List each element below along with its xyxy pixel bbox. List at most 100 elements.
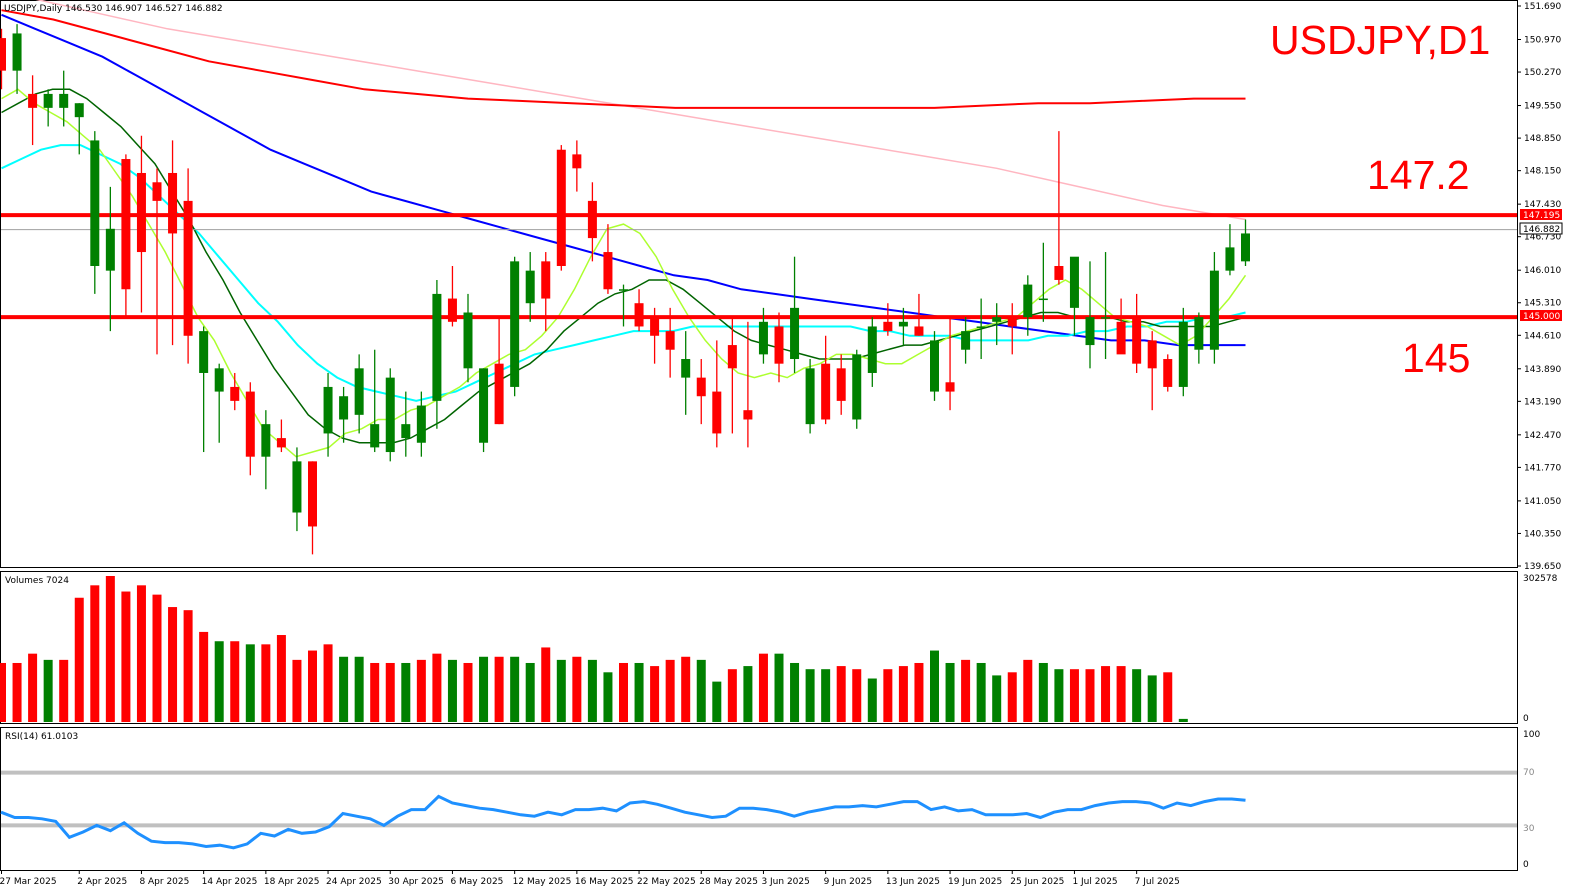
candle-body [12, 33, 22, 71]
date-axis-ticks: 27 Mar 2025 2 Apr 2025 8 Apr 2025 14 Apr 20… [0, 870, 1180, 887]
y-tick-label: 142.470 [1524, 431, 1561, 441]
y-tick-label: 148.850 [1524, 134, 1561, 144]
y-tick-label: 148.150 [1524, 167, 1561, 177]
volume-bar [385, 662, 395, 722]
candle-body [634, 303, 644, 327]
candle-body [1194, 317, 1204, 350]
candle-body [0, 38, 6, 71]
volume-zero-label: 0 [1523, 714, 1529, 724]
volume-bar [183, 610, 193, 722]
candle-body [665, 331, 675, 350]
candle-body [898, 321, 908, 327]
candle-body [1069, 256, 1079, 308]
candle-body [1132, 317, 1142, 364]
support-tag: 145.000 [1523, 312, 1560, 322]
candle-body [619, 289, 628, 291]
volume-bar [43, 659, 53, 722]
x-tick-label: 25 Jun 2025 [1010, 877, 1064, 887]
x-tick-label: 3 Jun 2025 [761, 877, 809, 887]
volume-bar [696, 659, 706, 722]
volume-bar [898, 666, 908, 722]
resistance-label: 147.2 [1367, 152, 1470, 198]
x-tick-label: 12 May 2025 [513, 877, 572, 887]
x-tick-label: 27 Mar 2025 [0, 877, 57, 887]
y-tick-label: 151.690 [1524, 2, 1561, 12]
x-tick-label: 30 Apr 2025 [388, 877, 444, 887]
candle-body [976, 326, 986, 328]
candle-body [681, 359, 691, 378]
candle-body [276, 438, 286, 448]
candle-body [603, 252, 613, 290]
volume-bar [743, 666, 753, 722]
candle-body [401, 424, 411, 439]
rsi-level-low: 30 [1523, 824, 1535, 834]
candle-body [727, 345, 737, 369]
volume-bar [945, 662, 955, 722]
candle-body [805, 368, 815, 425]
volume-bar [650, 666, 660, 722]
volume-bar [1038, 662, 1048, 722]
volume-bar [510, 656, 520, 722]
candle-body [914, 326, 924, 336]
volume-bar [852, 669, 862, 722]
x-tick-label: 22 May 2025 [637, 877, 696, 887]
y-tick-label: 141.050 [1524, 497, 1561, 507]
candle-body [432, 293, 442, 401]
volume-bar [774, 653, 784, 722]
ma-red-line [1, 9, 1246, 109]
candle-body [758, 321, 768, 355]
rsi-scale-top: 100 [1523, 730, 1540, 740]
resistance-tag-bg [1520, 209, 1562, 220]
rsi-scale-bottom: 0 [1523, 860, 1529, 870]
candle-body [385, 377, 395, 453]
y-tick-label: 146.010 [1524, 266, 1561, 276]
price-panel-frame [0, 0, 1518, 568]
volume-bar [214, 641, 224, 722]
candle-body [447, 298, 457, 322]
candle-body [1038, 298, 1048, 301]
candle-body [852, 354, 862, 420]
volume-bar [587, 659, 597, 722]
volume-bar [136, 585, 146, 722]
volume-bar [323, 644, 333, 722]
candle-body [416, 405, 426, 443]
candle-body [28, 93, 38, 108]
volume-bar [634, 662, 644, 722]
candle-body [1007, 317, 1017, 327]
candle-body [712, 391, 722, 434]
volume-bar [168, 607, 178, 722]
x-tick-label: 7 Jul 2025 [1135, 877, 1180, 887]
volume-bar [1163, 672, 1173, 722]
y-tick-label: 150.270 [1524, 68, 1561, 78]
volume-bar [339, 656, 349, 722]
candle-body [59, 93, 69, 108]
candle-body [199, 331, 209, 373]
x-tick-label: 24 Apr 2025 [326, 877, 382, 887]
x-tick-label: 19 Jun 2025 [948, 877, 1002, 887]
volume-bar [1116, 666, 1126, 722]
candle-body [463, 312, 473, 369]
candle-body [1101, 317, 1111, 319]
volume-bar [1007, 672, 1017, 722]
y-tick-label: 140.350 [1524, 529, 1561, 539]
ma-cyan-line [1, 144, 1246, 402]
volume-bar [619, 662, 628, 722]
ma-lime-line [1, 88, 1247, 458]
x-tick-label: 6 May 2025 [450, 877, 503, 887]
support-tag-bg [1520, 310, 1562, 321]
ma-blue-line [1, 13, 1246, 347]
candle-body [152, 182, 162, 201]
y-tick-label: 147.430 [1524, 200, 1561, 210]
current-tag-bg [1519, 222, 1563, 235]
candle-body [1023, 284, 1033, 318]
candle-body [370, 424, 380, 448]
candle-body [1178, 321, 1188, 387]
volume-bar [245, 644, 255, 722]
volume-bar [370, 662, 380, 722]
volume-bar [432, 653, 442, 722]
volume-bar [758, 653, 768, 722]
candle-body [572, 154, 582, 169]
y-tick-label: 139.650 [1524, 562, 1561, 572]
volume-bar [603, 672, 613, 722]
candle-body [494, 363, 504, 425]
